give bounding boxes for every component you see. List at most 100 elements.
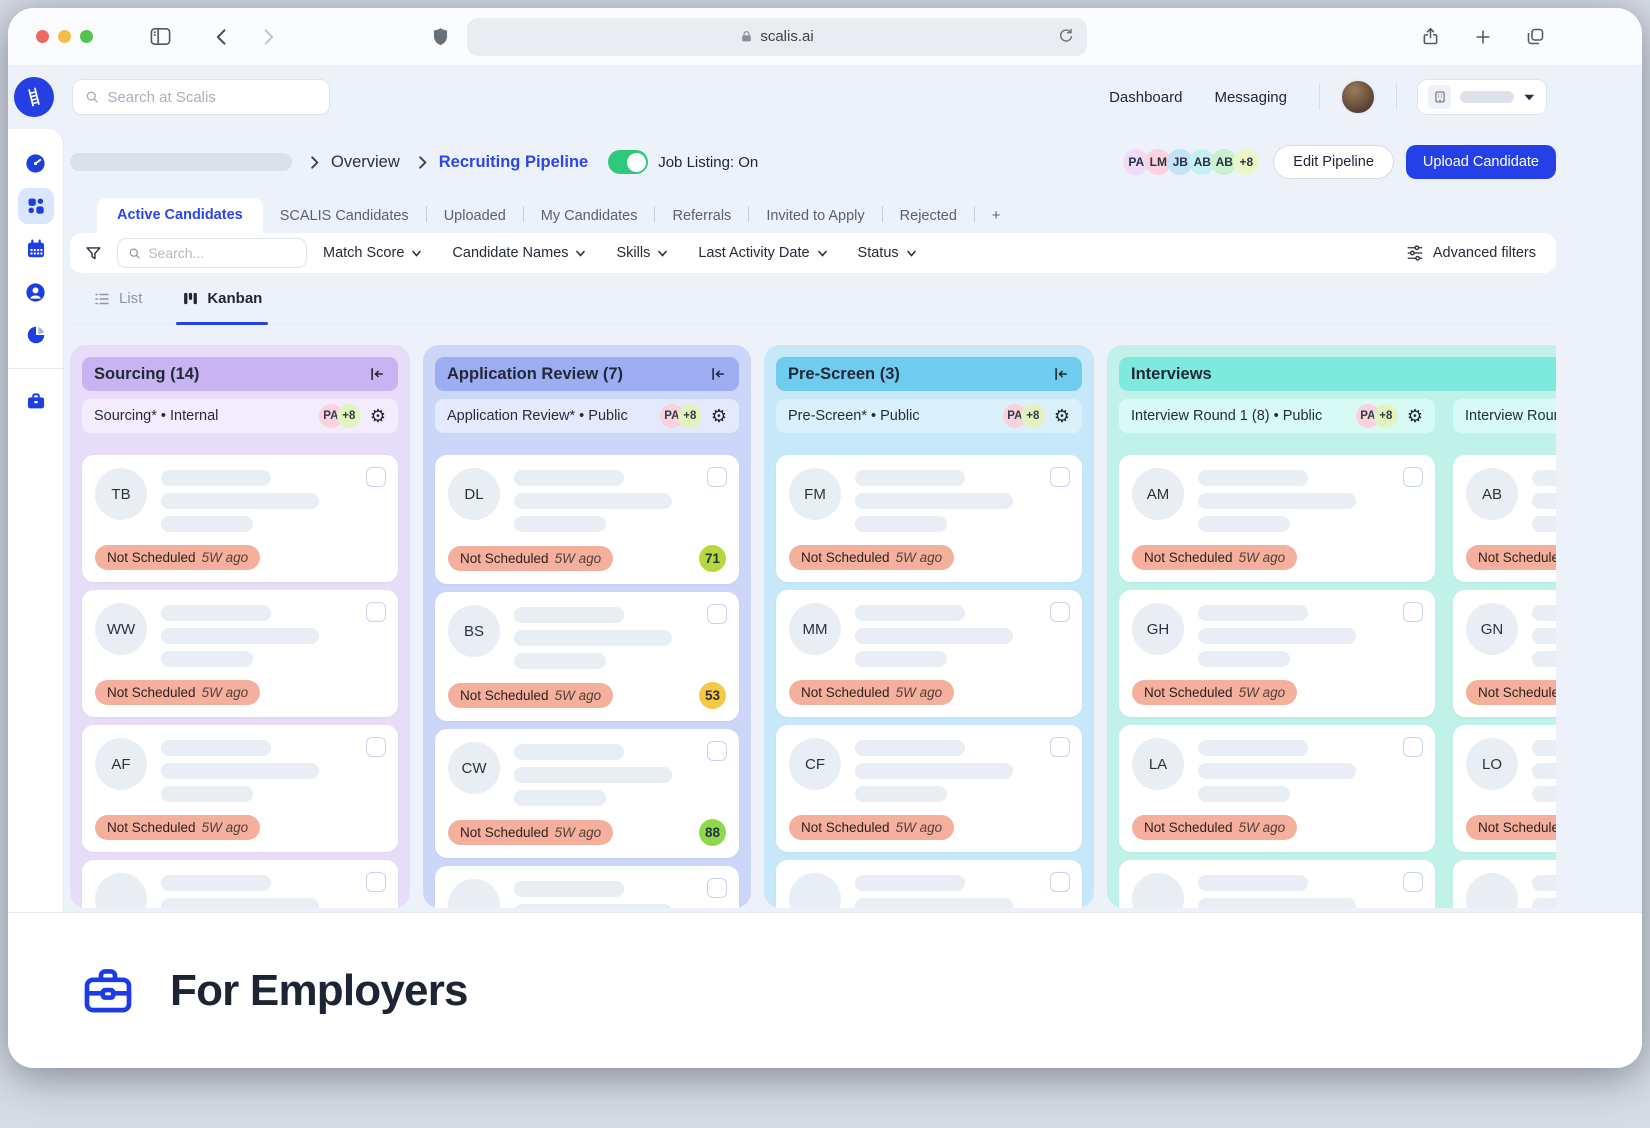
scalis-logo[interactable] (14, 77, 54, 117)
skeleton-lines (514, 470, 672, 532)
reload-icon[interactable] (1057, 27, 1075, 45)
view-kanban[interactable]: Kanban (176, 273, 269, 325)
user-avatar[interactable] (1340, 79, 1376, 115)
candidate-card[interactable] (82, 860, 398, 908)
minimize-window-button[interactable] (58, 30, 71, 43)
view-list[interactable]: List (93, 273, 142, 324)
upload-candidate-button[interactable]: Upload Candidate (1405, 145, 1556, 179)
tab-my-candidates[interactable]: My Candidates (540, 208, 638, 224)
candidate-card[interactable] (1453, 860, 1556, 908)
gear-icon[interactable]: ⚙ (1053, 406, 1070, 426)
advanced-filters-button[interactable]: Advanced filters (1406, 244, 1536, 262)
tab-add[interactable]: + (991, 208, 1001, 224)
candidate-card[interactable] (435, 866, 739, 908)
card-checkbox[interactable] (1050, 467, 1070, 487)
global-search-input[interactable] (107, 88, 317, 106)
filter-match-score[interactable]: Match Score (323, 245, 422, 261)
tab-active-candidates[interactable]: Active Candidates (97, 198, 263, 233)
sidebar-toggle-icon[interactable] (149, 25, 172, 48)
candidate-search[interactable] (117, 238, 307, 268)
candidate-card[interactable]: CW Not Scheduled 5W ago 88 (435, 729, 739, 858)
candidate-card[interactable]: LA Not Scheduled 5W ago (1119, 725, 1435, 852)
candidate-card[interactable]: CF Not Scheduled 5W ago (776, 725, 1082, 852)
shield-icon[interactable] (430, 26, 451, 47)
card-checkbox[interactable] (366, 602, 386, 622)
edit-pipeline-button[interactable]: Edit Pipeline (1273, 145, 1394, 179)
card-checkbox[interactable] (707, 741, 727, 761)
zoom-window-button[interactable] (80, 30, 93, 43)
candidate-card[interactable]: WW Not Scheduled 5W ago (82, 590, 398, 717)
candidate-card[interactable]: GH Not Scheduled 5W ago (1119, 590, 1435, 717)
card-checkbox[interactable] (707, 878, 727, 898)
new-tab-icon[interactable] (1473, 27, 1493, 47)
candidate-search-input[interactable] (148, 245, 296, 261)
card-checkbox[interactable] (1050, 602, 1070, 622)
candidate-card[interactable]: DL Not Scheduled 5W ago 71 (435, 455, 739, 584)
stage-avatar-overflow[interactable]: +8 (677, 404, 702, 428)
filter-candidate-names[interactable]: Candidate Names (452, 245, 586, 261)
tabs-overview-icon[interactable] (1525, 26, 1546, 47)
card-checkbox[interactable] (1403, 602, 1423, 622)
card-checkbox[interactable] (707, 604, 727, 624)
url-bar[interactable]: scalis.ai (467, 17, 1087, 56)
stage-avatar-overflow[interactable]: +8 (336, 404, 361, 428)
rail-item-dashboard[interactable] (18, 145, 54, 181)
nav-messaging[interactable]: Messaging (1214, 88, 1287, 106)
card-checkbox[interactable] (1403, 737, 1423, 757)
skeleton-lines (855, 740, 1013, 802)
rail-item-pipelines[interactable] (17, 188, 54, 224)
member-overflow-count[interactable]: +8 (1233, 149, 1260, 175)
filter-skills[interactable]: Skills (616, 245, 668, 261)
forward-icon[interactable] (258, 27, 278, 47)
tab-scalis-candidates[interactable]: SCALIS Candidates (279, 208, 409, 224)
tab-referrals[interactable]: Referrals (672, 208, 732, 224)
collapse-column-icon[interactable] (368, 365, 386, 383)
candidate-card[interactable]: BS Not Scheduled 5W ago 53 (435, 592, 739, 721)
share-icon[interactable] (1420, 26, 1441, 47)
card-checkbox[interactable] (366, 467, 386, 487)
funnel-icon[interactable] (84, 244, 103, 263)
gear-icon[interactable]: ⚙ (710, 406, 727, 426)
filter-status[interactable]: Status (858, 245, 917, 261)
card-checkbox[interactable] (366, 737, 386, 757)
rail-item-calendar[interactable] (18, 231, 54, 267)
job-listing-toggle[interactable] (608, 150, 649, 174)
stage-avatar-overflow[interactable]: +8 (1020, 404, 1045, 428)
close-window-button[interactable] (36, 30, 49, 43)
candidate-tabs: Active Candidates SCALIS Candidates Uplo… (70, 197, 1556, 233)
card-checkbox[interactable] (1050, 872, 1070, 892)
candidate-card[interactable] (776, 860, 1082, 908)
nav-dashboard[interactable]: Dashboard (1109, 88, 1183, 106)
rail-item-jobs[interactable] (18, 383, 54, 419)
candidate-card[interactable]: TB Not Scheduled 5W ago (82, 455, 398, 582)
collapse-column-icon[interactable] (709, 365, 727, 383)
card-checkbox[interactable] (1403, 467, 1423, 487)
card-checkbox[interactable] (1050, 737, 1070, 757)
back-icon[interactable] (212, 27, 232, 47)
candidate-card[interactable]: AF Not Scheduled 5W ago (82, 725, 398, 852)
filter-last-activity[interactable]: Last Activity Date (698, 245, 827, 261)
stage-avatar-overflow[interactable]: +8 (1373, 404, 1398, 428)
gear-icon[interactable]: ⚙ (369, 406, 386, 426)
rail-item-analytics[interactable] (18, 317, 54, 353)
candidate-card[interactable]: AM Not Scheduled 5W ago (1119, 455, 1435, 582)
tab-rejected[interactable]: Rejected (899, 208, 957, 224)
global-search[interactable] (72, 79, 330, 115)
tab-invited-to-apply[interactable]: Invited to Apply (766, 208, 865, 224)
card-checkbox[interactable] (707, 467, 727, 487)
candidate-card[interactable] (1119, 860, 1435, 908)
breadcrumb-overview[interactable]: Overview (331, 152, 400, 171)
stage-header: Application Review* • Public PA +8 ⚙ (435, 399, 739, 433)
org-selector[interactable] (1417, 79, 1547, 115)
candidate-card[interactable]: MM Not Scheduled 5W ago (776, 590, 1082, 717)
candidate-card[interactable]: FM Not Scheduled 5W ago (776, 455, 1082, 582)
gear-icon[interactable]: ⚙ (1406, 406, 1423, 426)
tab-uploaded[interactable]: Uploaded (443, 208, 506, 224)
rail-item-profile[interactable] (18, 274, 54, 310)
collapse-column-icon[interactable] (1052, 365, 1070, 383)
card-checkbox[interactable] (1403, 872, 1423, 892)
card-checkbox[interactable] (366, 872, 386, 892)
